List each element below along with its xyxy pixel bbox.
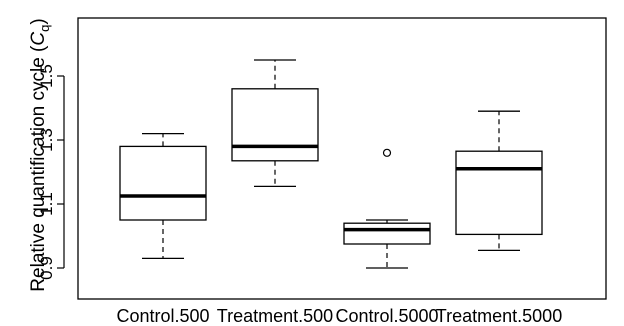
y-axis-label: Relative quantification cycle (Cq)	[28, 18, 52, 291]
plot-layer: 0.9 1.1 1.3 1.5 Control.500 Treatment.500 Cont…	[37, 17, 607, 326]
y-tick-label: 1.3	[37, 128, 56, 152]
plot-frame	[77, 17, 607, 300]
y-axis-label-subscript: q	[37, 25, 52, 32]
y-tick-label: 0.9	[37, 256, 56, 280]
y-axis-label-close: )	[28, 18, 49, 24]
x-tick-label: Treatment.5000	[436, 306, 562, 326]
y-axis-label-main: Relative quantification cycle (	[28, 45, 49, 292]
x-tick-label: Treatment.500	[217, 306, 333, 326]
box-iqr	[455, 150, 543, 236]
x-tick-label: Control.500	[116, 306, 209, 326]
box-iqr	[119, 145, 207, 221]
box-iqr	[231, 88, 319, 162]
y-tick-label: 1.1	[37, 192, 56, 216]
box-group	[455, 110, 543, 252]
x-tick-label: Control.5000	[335, 306, 438, 326]
box-group	[231, 59, 319, 188]
y-tick-label: 1.5	[37, 64, 56, 88]
y-axis-label-symbol: C	[28, 32, 49, 46]
outlier-point	[382, 148, 392, 157]
box-group	[343, 148, 431, 269]
box-group	[119, 132, 207, 260]
box-iqr	[343, 222, 431, 245]
